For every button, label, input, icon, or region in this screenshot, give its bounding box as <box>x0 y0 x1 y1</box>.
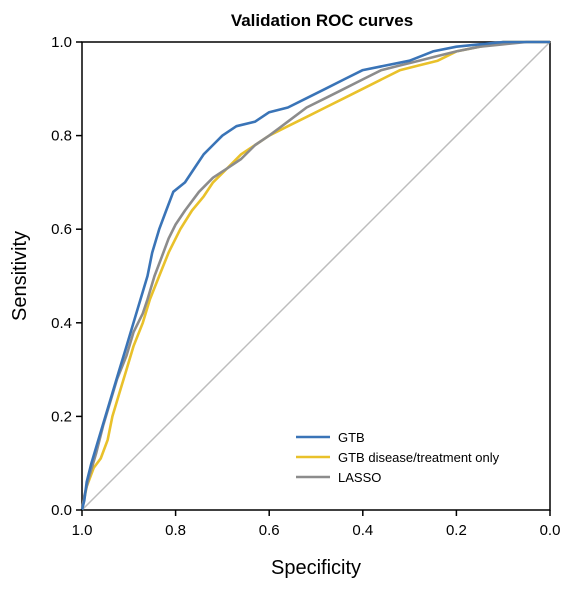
x-tick-label: 1.0 <box>72 522 93 539</box>
y-tick-label: 0.0 <box>51 502 72 519</box>
x-tick-label: 0.4 <box>352 522 373 539</box>
y-tick-label: 0.2 <box>51 408 72 425</box>
x-axis-label: Specificity <box>271 557 361 579</box>
chart-title: Validation ROC curves <box>231 11 413 30</box>
legend-label: GTB disease/treatment only <box>338 450 500 465</box>
x-tick-label: 0.2 <box>446 522 467 539</box>
legend-label: GTB <box>338 430 365 445</box>
y-axis-ticks: 0.0 0.2 0.4 0.6 0.8 1.0 <box>51 34 82 519</box>
y-tick-label: 1.0 <box>51 34 72 51</box>
x-tick-label: 0.0 <box>540 522 561 539</box>
x-tick-label: 0.8 <box>165 522 186 539</box>
plot-area <box>82 42 550 510</box>
legend: GTB GTB disease/treatment only LASSO <box>296 430 500 485</box>
y-tick-label: 0.4 <box>51 315 72 332</box>
legend-label: LASSO <box>338 470 381 485</box>
y-tick-label: 0.6 <box>51 221 72 238</box>
x-tick-label: 0.6 <box>259 522 280 539</box>
y-axis-label: Sensitivity <box>9 231 31 321</box>
y-tick-label: 0.8 <box>51 128 72 145</box>
x-axis-ticks: 1.0 0.8 0.6 0.4 0.2 0.0 <box>72 510 561 539</box>
